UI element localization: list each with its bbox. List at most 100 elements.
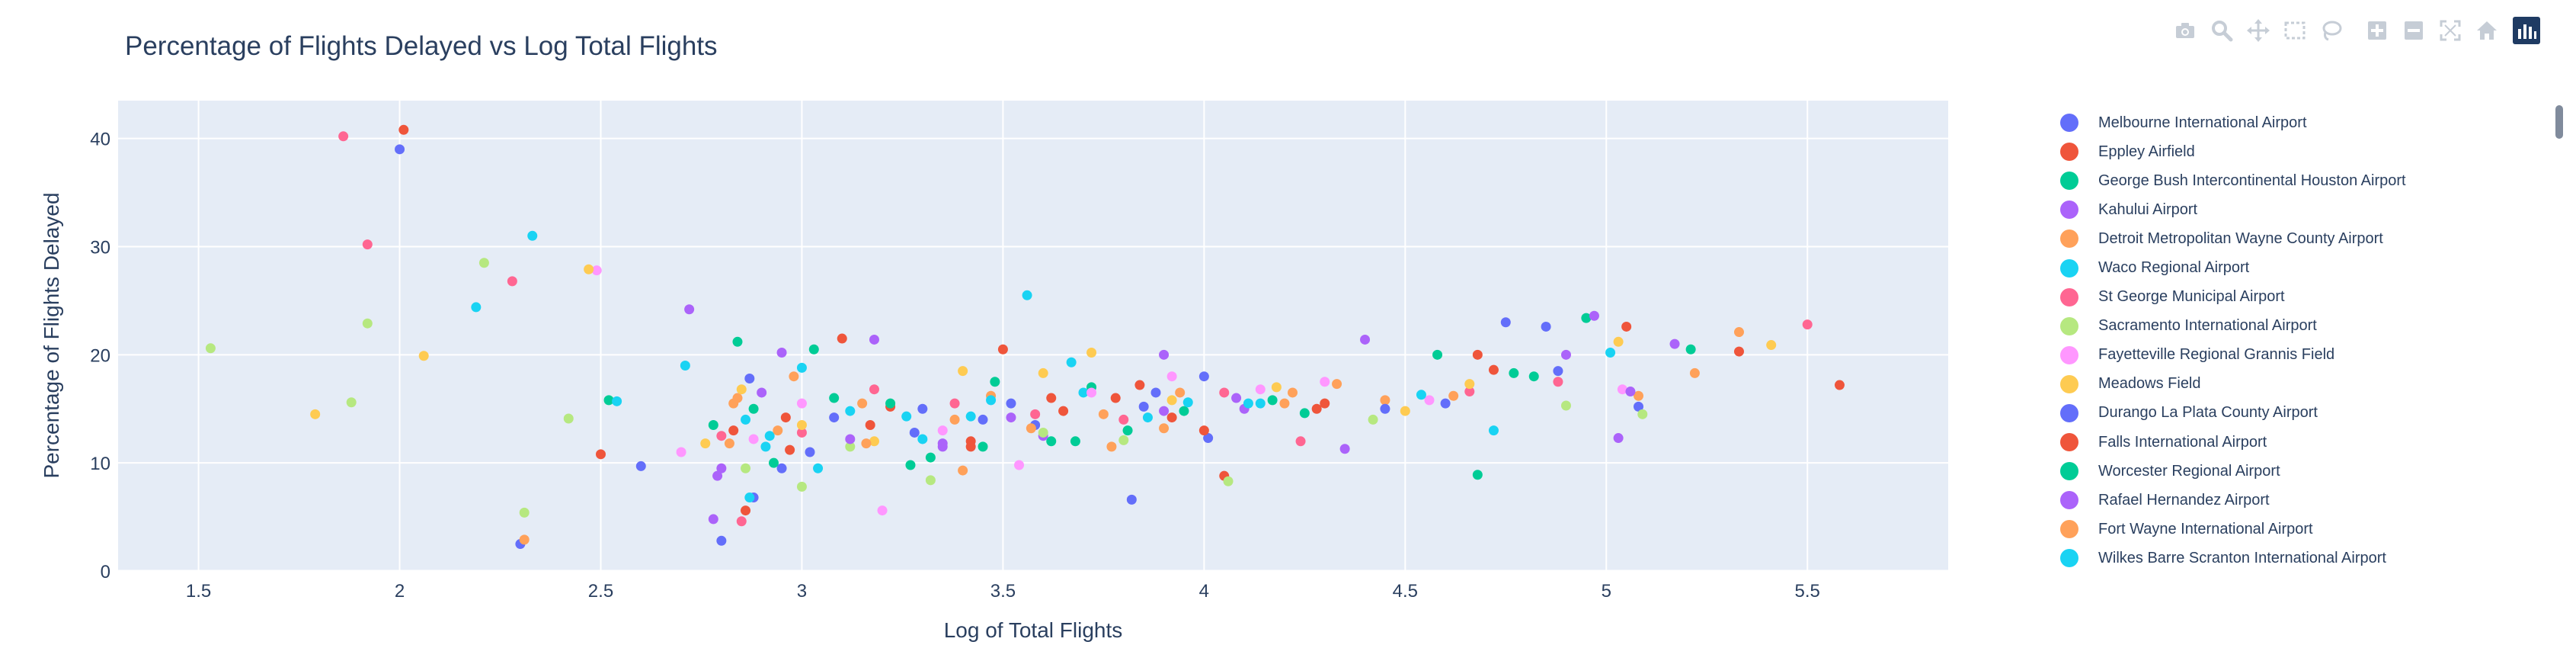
- data-point[interactable]: [1203, 433, 1214, 444]
- data-point[interactable]: [1625, 387, 1636, 397]
- plotly-logo-icon[interactable]: [2513, 17, 2540, 44]
- data-point[interactable]: [776, 347, 787, 358]
- data-point[interactable]: [901, 411, 912, 422]
- data-point[interactable]: [845, 406, 856, 416]
- data-point[interactable]: [1634, 401, 1644, 412]
- data-point[interactable]: [1046, 436, 1057, 447]
- data-point[interactable]: [346, 397, 357, 408]
- data-point[interactable]: [1110, 393, 1121, 403]
- data-point[interactable]: [949, 414, 960, 425]
- data-point[interactable]: [1159, 406, 1170, 416]
- data-point[interactable]: [1058, 406, 1069, 416]
- data-point[interactable]: [1634, 390, 1644, 401]
- data-point[interactable]: [1581, 313, 1592, 323]
- data-point[interactable]: [796, 398, 807, 409]
- data-point[interactable]: [780, 412, 791, 423]
- data-point[interactable]: [1150, 387, 1161, 398]
- data-point[interactable]: [1166, 371, 1177, 382]
- data-point[interactable]: [857, 398, 868, 409]
- data-point[interactable]: [1424, 395, 1435, 406]
- data-point[interactable]: [1368, 414, 1378, 425]
- data-point[interactable]: [1279, 398, 1290, 409]
- data-point[interactable]: [885, 398, 896, 409]
- data-point[interactable]: [700, 438, 711, 449]
- data-point[interactable]: [1122, 425, 1133, 436]
- data-point[interactable]: [1488, 364, 1499, 375]
- data-point[interactable]: [1134, 380, 1145, 390]
- data-point[interactable]: [1605, 347, 1616, 358]
- data-point[interactable]: [527, 230, 538, 241]
- series-points[interactable]: [205, 258, 1648, 518]
- data-point[interactable]: [1022, 290, 1032, 300]
- data-point[interactable]: [736, 384, 747, 395]
- data-point[interactable]: [1086, 387, 1097, 398]
- data-point[interactable]: [813, 463, 824, 473]
- data-point[interactable]: [591, 265, 602, 276]
- data-point[interactable]: [1834, 380, 1845, 390]
- series-points[interactable]: [338, 131, 1813, 527]
- data-point[interactable]: [773, 425, 783, 436]
- data-point[interactable]: [1243, 398, 1253, 409]
- data-point[interactable]: [1070, 436, 1080, 447]
- data-point[interactable]: [362, 239, 373, 250]
- data-point[interactable]: [732, 336, 743, 347]
- data-point[interactable]: [716, 431, 727, 441]
- plot-area[interactable]: [118, 101, 1948, 571]
- data-point[interactable]: [205, 343, 216, 354]
- data-point[interactable]: [1509, 367, 1519, 378]
- data-point[interactable]: [1295, 436, 1306, 447]
- data-point[interactable]: [708, 420, 718, 431]
- data-point[interactable]: [728, 398, 739, 409]
- data-point[interactable]: [1589, 310, 1599, 321]
- data-point[interactable]: [1166, 412, 1177, 423]
- data-point[interactable]: [785, 444, 795, 455]
- data-point[interactable]: [310, 409, 321, 419]
- autoscale-icon[interactable]: [2435, 15, 2466, 46]
- legend-item[interactable]: Durango La Plata County Airport: [2048, 399, 2536, 428]
- data-point[interactable]: [1448, 390, 1459, 401]
- data-point[interactable]: [796, 481, 807, 492]
- data-point[interactable]: [395, 144, 405, 155]
- data-point[interactable]: [1360, 334, 1371, 345]
- data-point[interactable]: [1086, 347, 1097, 358]
- data-point[interactable]: [418, 351, 429, 361]
- legend-item[interactable]: Waco Regional Airport: [2048, 253, 2536, 282]
- series-points[interactable]: [728, 379, 1342, 452]
- data-point[interactable]: [478, 258, 489, 268]
- data-point[interactable]: [519, 507, 530, 518]
- data-point[interactable]: [776, 463, 787, 473]
- data-point[interactable]: [1613, 336, 1624, 347]
- data-point[interactable]: [362, 318, 373, 329]
- data-point[interactable]: [1006, 412, 1016, 423]
- data-point[interactable]: [741, 505, 751, 516]
- data-point[interactable]: [1332, 379, 1342, 390]
- data-point[interactable]: [845, 434, 856, 444]
- series-points[interactable]: [741, 357, 1426, 473]
- data-point[interactable]: [1320, 398, 1330, 409]
- data-point[interactable]: [1380, 403, 1390, 414]
- data-point[interactable]: [1288, 387, 1298, 398]
- data-point[interactable]: [958, 465, 968, 476]
- data-point[interactable]: [1440, 398, 1451, 409]
- data-point[interactable]: [1400, 406, 1410, 416]
- data-point[interactable]: [1339, 444, 1350, 454]
- zoom-icon[interactable]: [2206, 15, 2237, 46]
- data-point[interactable]: [796, 420, 807, 431]
- data-point[interactable]: [338, 131, 349, 142]
- series-points[interactable]: [712, 387, 1636, 481]
- data-point[interactable]: [712, 470, 723, 481]
- data-point[interactable]: [1766, 340, 1777, 351]
- data-point[interactable]: [1014, 460, 1025, 470]
- data-point[interactable]: [398, 124, 409, 135]
- legend-item[interactable]: Detroit Metropolitan Wayne County Airpor…: [2048, 224, 2536, 253]
- legend-item[interactable]: George Bush Intercontinental Houston Air…: [2048, 166, 2536, 195]
- legend-item[interactable]: Fayetteville Regional Grannis Field: [2048, 341, 2536, 370]
- data-point[interactable]: [741, 463, 751, 473]
- data-point[interactable]: [808, 344, 819, 355]
- data-point[interactable]: [845, 441, 856, 452]
- data-point[interactable]: [986, 395, 997, 406]
- data-point[interactable]: [978, 414, 988, 425]
- lasso-select-icon[interactable]: [2316, 15, 2347, 46]
- series-points[interactable]: [310, 264, 1777, 449]
- data-point[interactable]: [1464, 379, 1475, 390]
